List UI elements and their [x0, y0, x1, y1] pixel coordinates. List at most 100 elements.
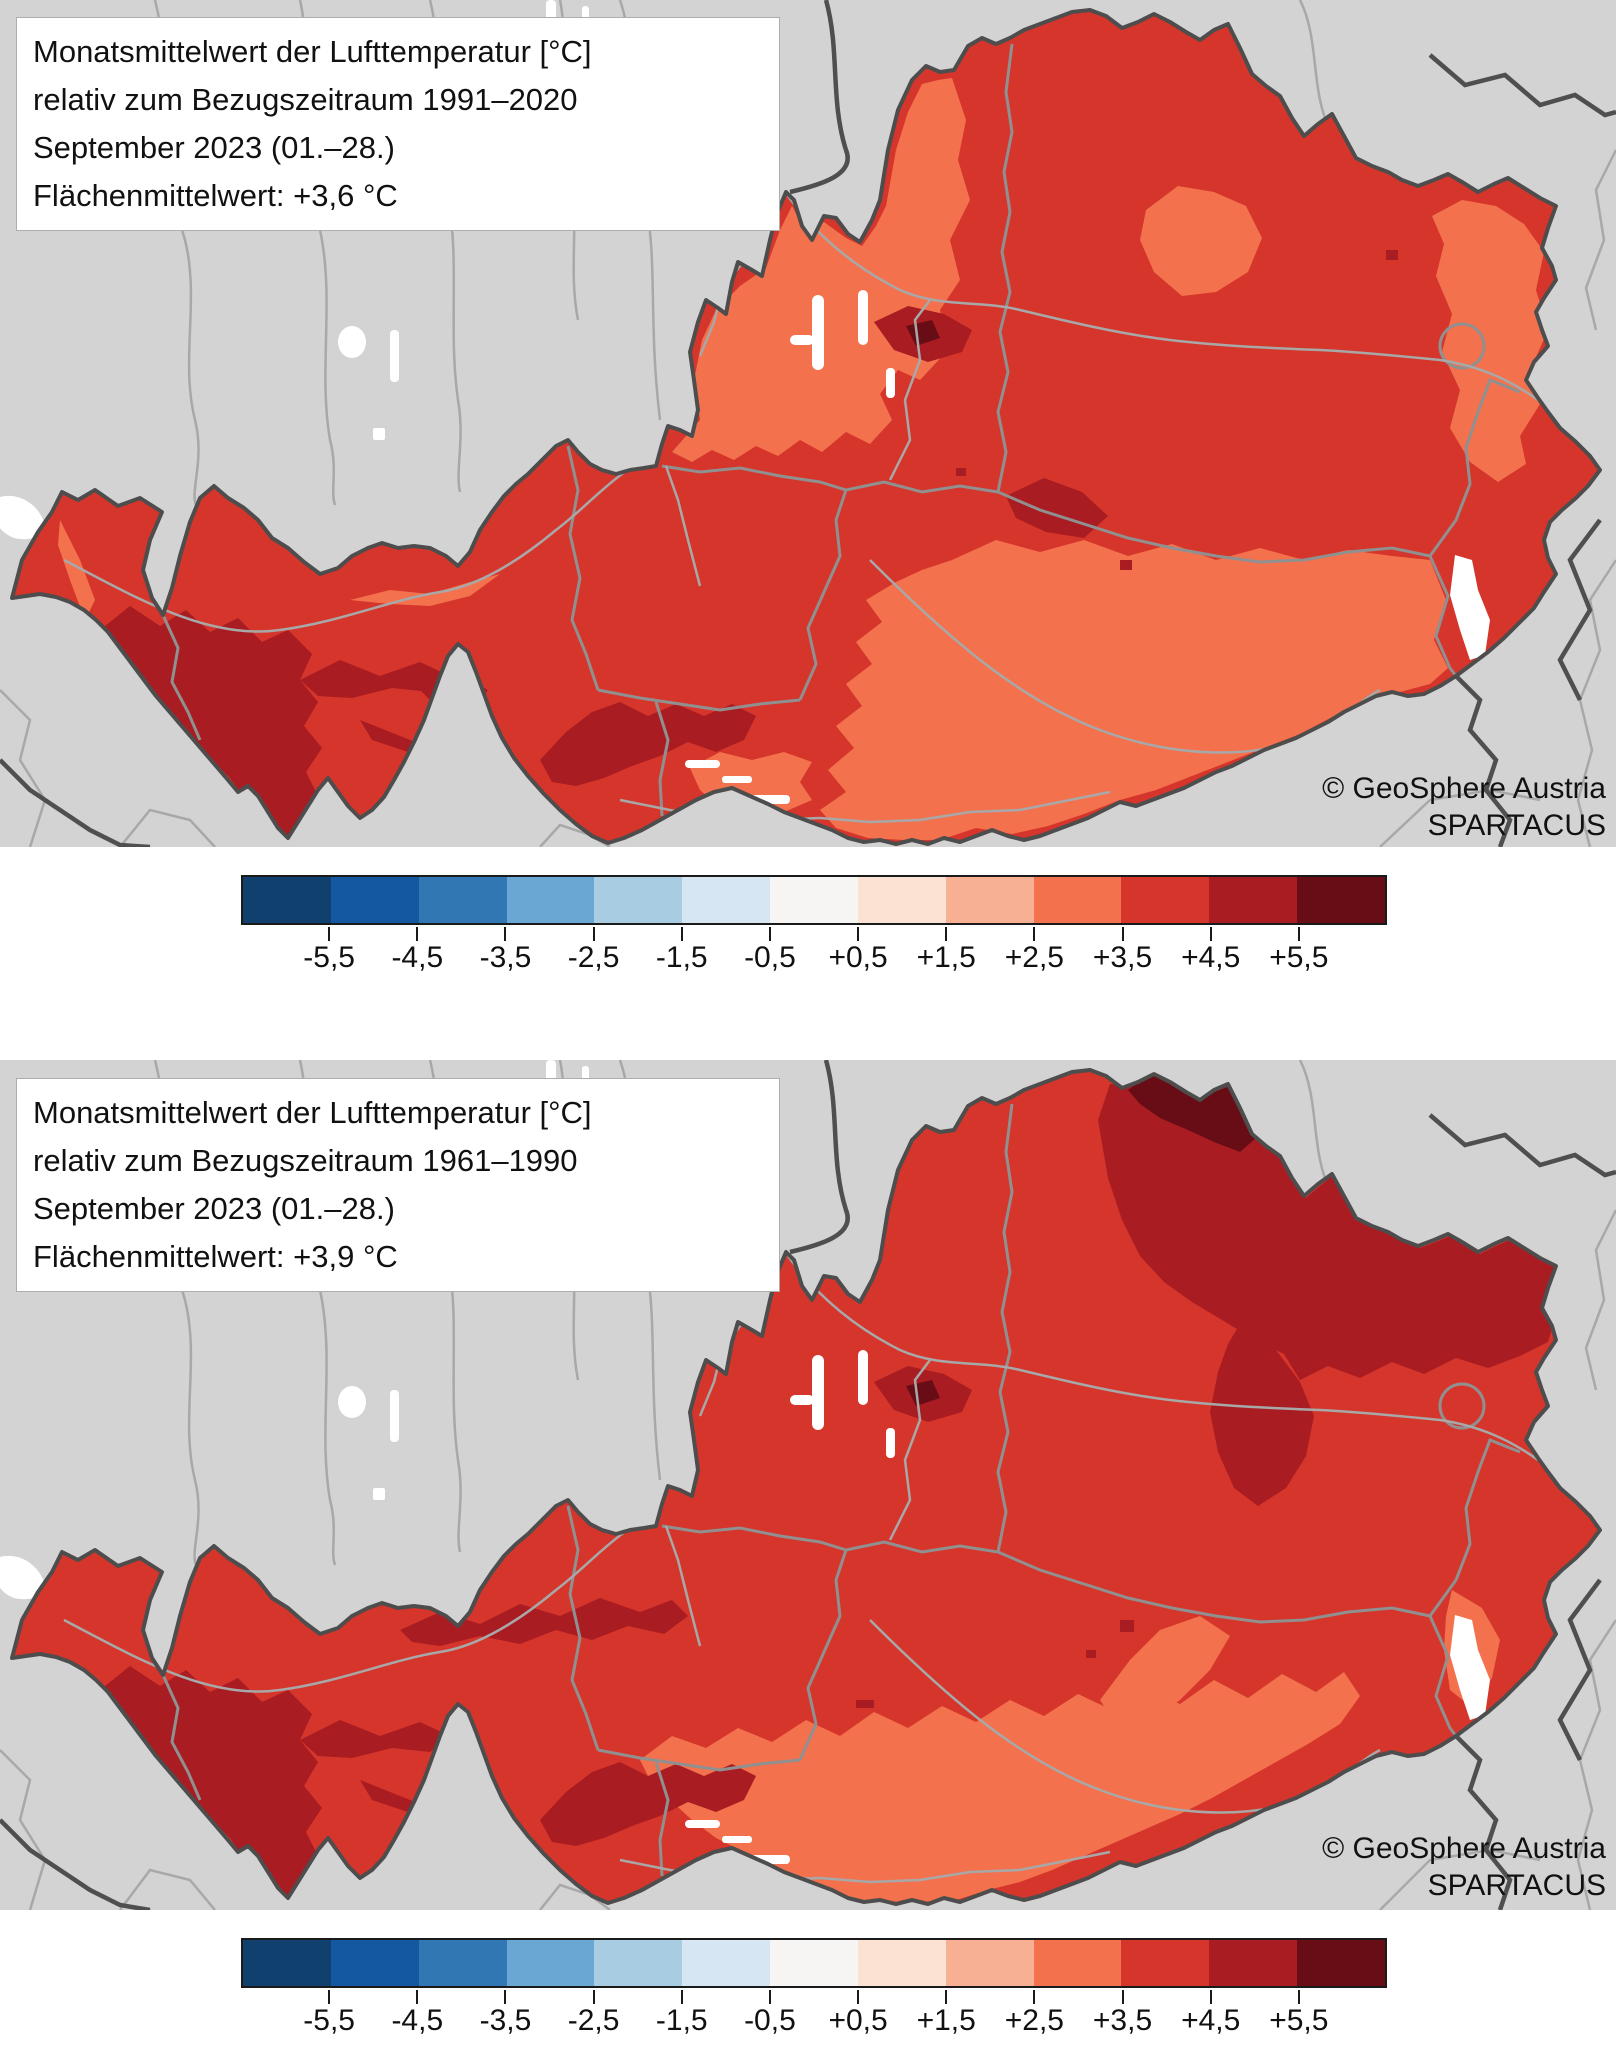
map2-credit-line2: SPARTACUS: [1427, 1869, 1606, 1902]
colorbar-cell: [1209, 877, 1298, 923]
colorbar-cell: [418, 877, 507, 923]
colorbar-cell: [330, 1940, 419, 1986]
map2-colorbar-labels: -5,5 -4,5 -3,5 -2,5 -1,5 -0,5 +0,5 +1,5 …: [241, 2004, 1387, 2040]
colorbar-label: +4,5: [1181, 2004, 1241, 2037]
colorbar-label: +0,5: [828, 941, 888, 974]
lake-sliver: [373, 1488, 385, 1500]
colorbar-cell: [243, 877, 331, 923]
lake-neusiedlersee: [1450, 555, 1490, 660]
lake-chiemsee: [338, 1386, 366, 1418]
colorbar-label: -4,5: [391, 941, 444, 974]
map2-title-line2: relativ zum Bezugszeitraum 1961–1990: [33, 1143, 578, 1178]
map1-state-borders: [161, 43, 1521, 817]
map2-title-line1: Monatsmittelwert der Lufttemperatur [°C]: [33, 1095, 592, 1130]
colorbar-cell: [418, 1940, 507, 1986]
lake-sliver: [373, 428, 385, 440]
map2-title-box: Monatsmittelwert der Lufttemperatur [°C]…: [16, 1078, 780, 1292]
map1-title-line4: Flächenmittelwert: +3,6 °C: [33, 178, 398, 213]
colorbar-cell: [1033, 877, 1122, 923]
colorbar-label: +1,5: [916, 941, 976, 974]
map2-colorbar-ticks: [241, 1990, 1387, 2005]
lake-sliver: [390, 330, 399, 382]
colorbar-label: +3,5: [1092, 2004, 1153, 2037]
map2-state-borders: [161, 1103, 1521, 1877]
colorbar-label: -4,5: [391, 2004, 444, 2037]
map1-title-line3: September 2023 (01.–28.): [33, 130, 395, 165]
lake-attersee: [812, 1355, 824, 1430]
map-austria-1961-1990: [0, 1060, 1616, 1910]
colorbar-label: +1,5: [916, 2004, 976, 2037]
colorbar-label: -5,5: [303, 2004, 355, 2037]
lake-traunsee: [858, 1350, 868, 1405]
colorbar-cell: [1033, 1940, 1122, 1986]
colorbar-cell: [770, 1940, 858, 1986]
map1-colorbar: [241, 875, 1387, 925]
colorbar-label: -1,5: [655, 941, 708, 974]
lake-bodensee: [0, 1555, 45, 1600]
lake-ossiachersee: [722, 1836, 752, 1843]
colorbar-label: -0,5: [744, 941, 796, 974]
colorbar-label: -1,5: [655, 2004, 708, 2037]
colorbar-label: +4,5: [1181, 941, 1241, 974]
map1-colorbar-labels: -5,5 -4,5 -3,5 -2,5 -1,5 -0,5 +0,5 +1,5 …: [241, 941, 1387, 977]
colorbar-cell: [243, 1940, 331, 1986]
colorbar-cell: [594, 877, 683, 923]
lake-hallstaettersee: [886, 1428, 895, 1458]
colorbar-label: -3,5: [479, 2004, 532, 2037]
lake-millstaettersee: [685, 760, 720, 768]
colorbar-label: -2,5: [567, 2004, 620, 2037]
lake-millstaettersee: [685, 1820, 720, 1828]
map2-country-borders-outside: [0, 1060, 1616, 1910]
map1-credit: © GeoSphere Austria SPARTACUS: [1322, 770, 1606, 844]
colorbar-label: -2,5: [567, 941, 620, 974]
map2-title-line3: September 2023 (01.–28.): [33, 1191, 395, 1226]
map2-lakes-inside: [685, 1350, 1490, 1864]
map2-credit: © GeoSphere Austria SPARTACUS: [1322, 1830, 1606, 1904]
map1-credit-line2: SPARTACUS: [1427, 809, 1606, 842]
colorbar-label: +5,5: [1269, 941, 1329, 974]
lake-ossiachersee: [722, 776, 752, 783]
map1-title-line2: relativ zum Bezugszeitraum 1991–2020: [33, 82, 578, 117]
colorbar-cell: [1121, 877, 1210, 923]
map2-title-line4: Flächenmittelwert: +3,9 °C: [33, 1239, 398, 1274]
colorbar-cell: [770, 877, 858, 923]
colorbar-cell: [857, 877, 946, 923]
colorbar-cell: [682, 877, 771, 923]
lake-sliver: [390, 1390, 399, 1442]
colorbar-label: +5,5: [1269, 2004, 1329, 2037]
colorbar-cell: [945, 877, 1034, 923]
map2-colorbar: [241, 1938, 1387, 1988]
colorbar-cell: [682, 1940, 771, 1986]
colorbar-cell: [506, 877, 595, 923]
colorbar-cell: [945, 1940, 1034, 1986]
map1-salmon-patches: [58, 78, 1548, 840]
map1-lakes-inside: [685, 290, 1490, 804]
colorbar-cell: [1297, 1940, 1385, 1986]
lake-neusiedlersee: [1450, 1615, 1490, 1720]
colorbar-label: -5,5: [303, 941, 355, 974]
colorbar-cell: [594, 1940, 683, 1986]
lake-chiemsee: [338, 326, 366, 358]
colorbar-label: +2,5: [1004, 2004, 1064, 2037]
map2-maroon-patches: [906, 1074, 1256, 1406]
lake-traunsee: [858, 290, 868, 345]
lake-bodensee: [0, 495, 45, 540]
colorbar-cell: [1209, 1940, 1298, 1986]
lake-wolfgangsee: [790, 335, 814, 345]
colorbar-label: -3,5: [479, 941, 532, 974]
lake-hallstaettersee: [886, 368, 895, 398]
map2-credit-line1: © GeoSphere Austria: [1322, 1832, 1606, 1865]
map1-colorbar-ticks: [241, 927, 1387, 942]
map1-country-borders-outside: [0, 0, 1616, 847]
map1-credit-line1: © GeoSphere Austria: [1322, 772, 1606, 805]
colorbar-cell: [506, 1940, 595, 1986]
colorbar-cell: [1297, 877, 1385, 923]
lake-wolfgangsee: [790, 1395, 814, 1405]
colorbar-label: -0,5: [744, 2004, 796, 2037]
colorbar-cell: [857, 1940, 946, 1986]
colorbar-label: +3,5: [1092, 941, 1153, 974]
map1-title-box: Monatsmittelwert der Lufttemperatur [°C]…: [16, 17, 780, 231]
colorbar-cell: [1121, 1940, 1210, 1986]
map1-title-line1: Monatsmittelwert der Lufttemperatur [°C]: [33, 34, 592, 69]
